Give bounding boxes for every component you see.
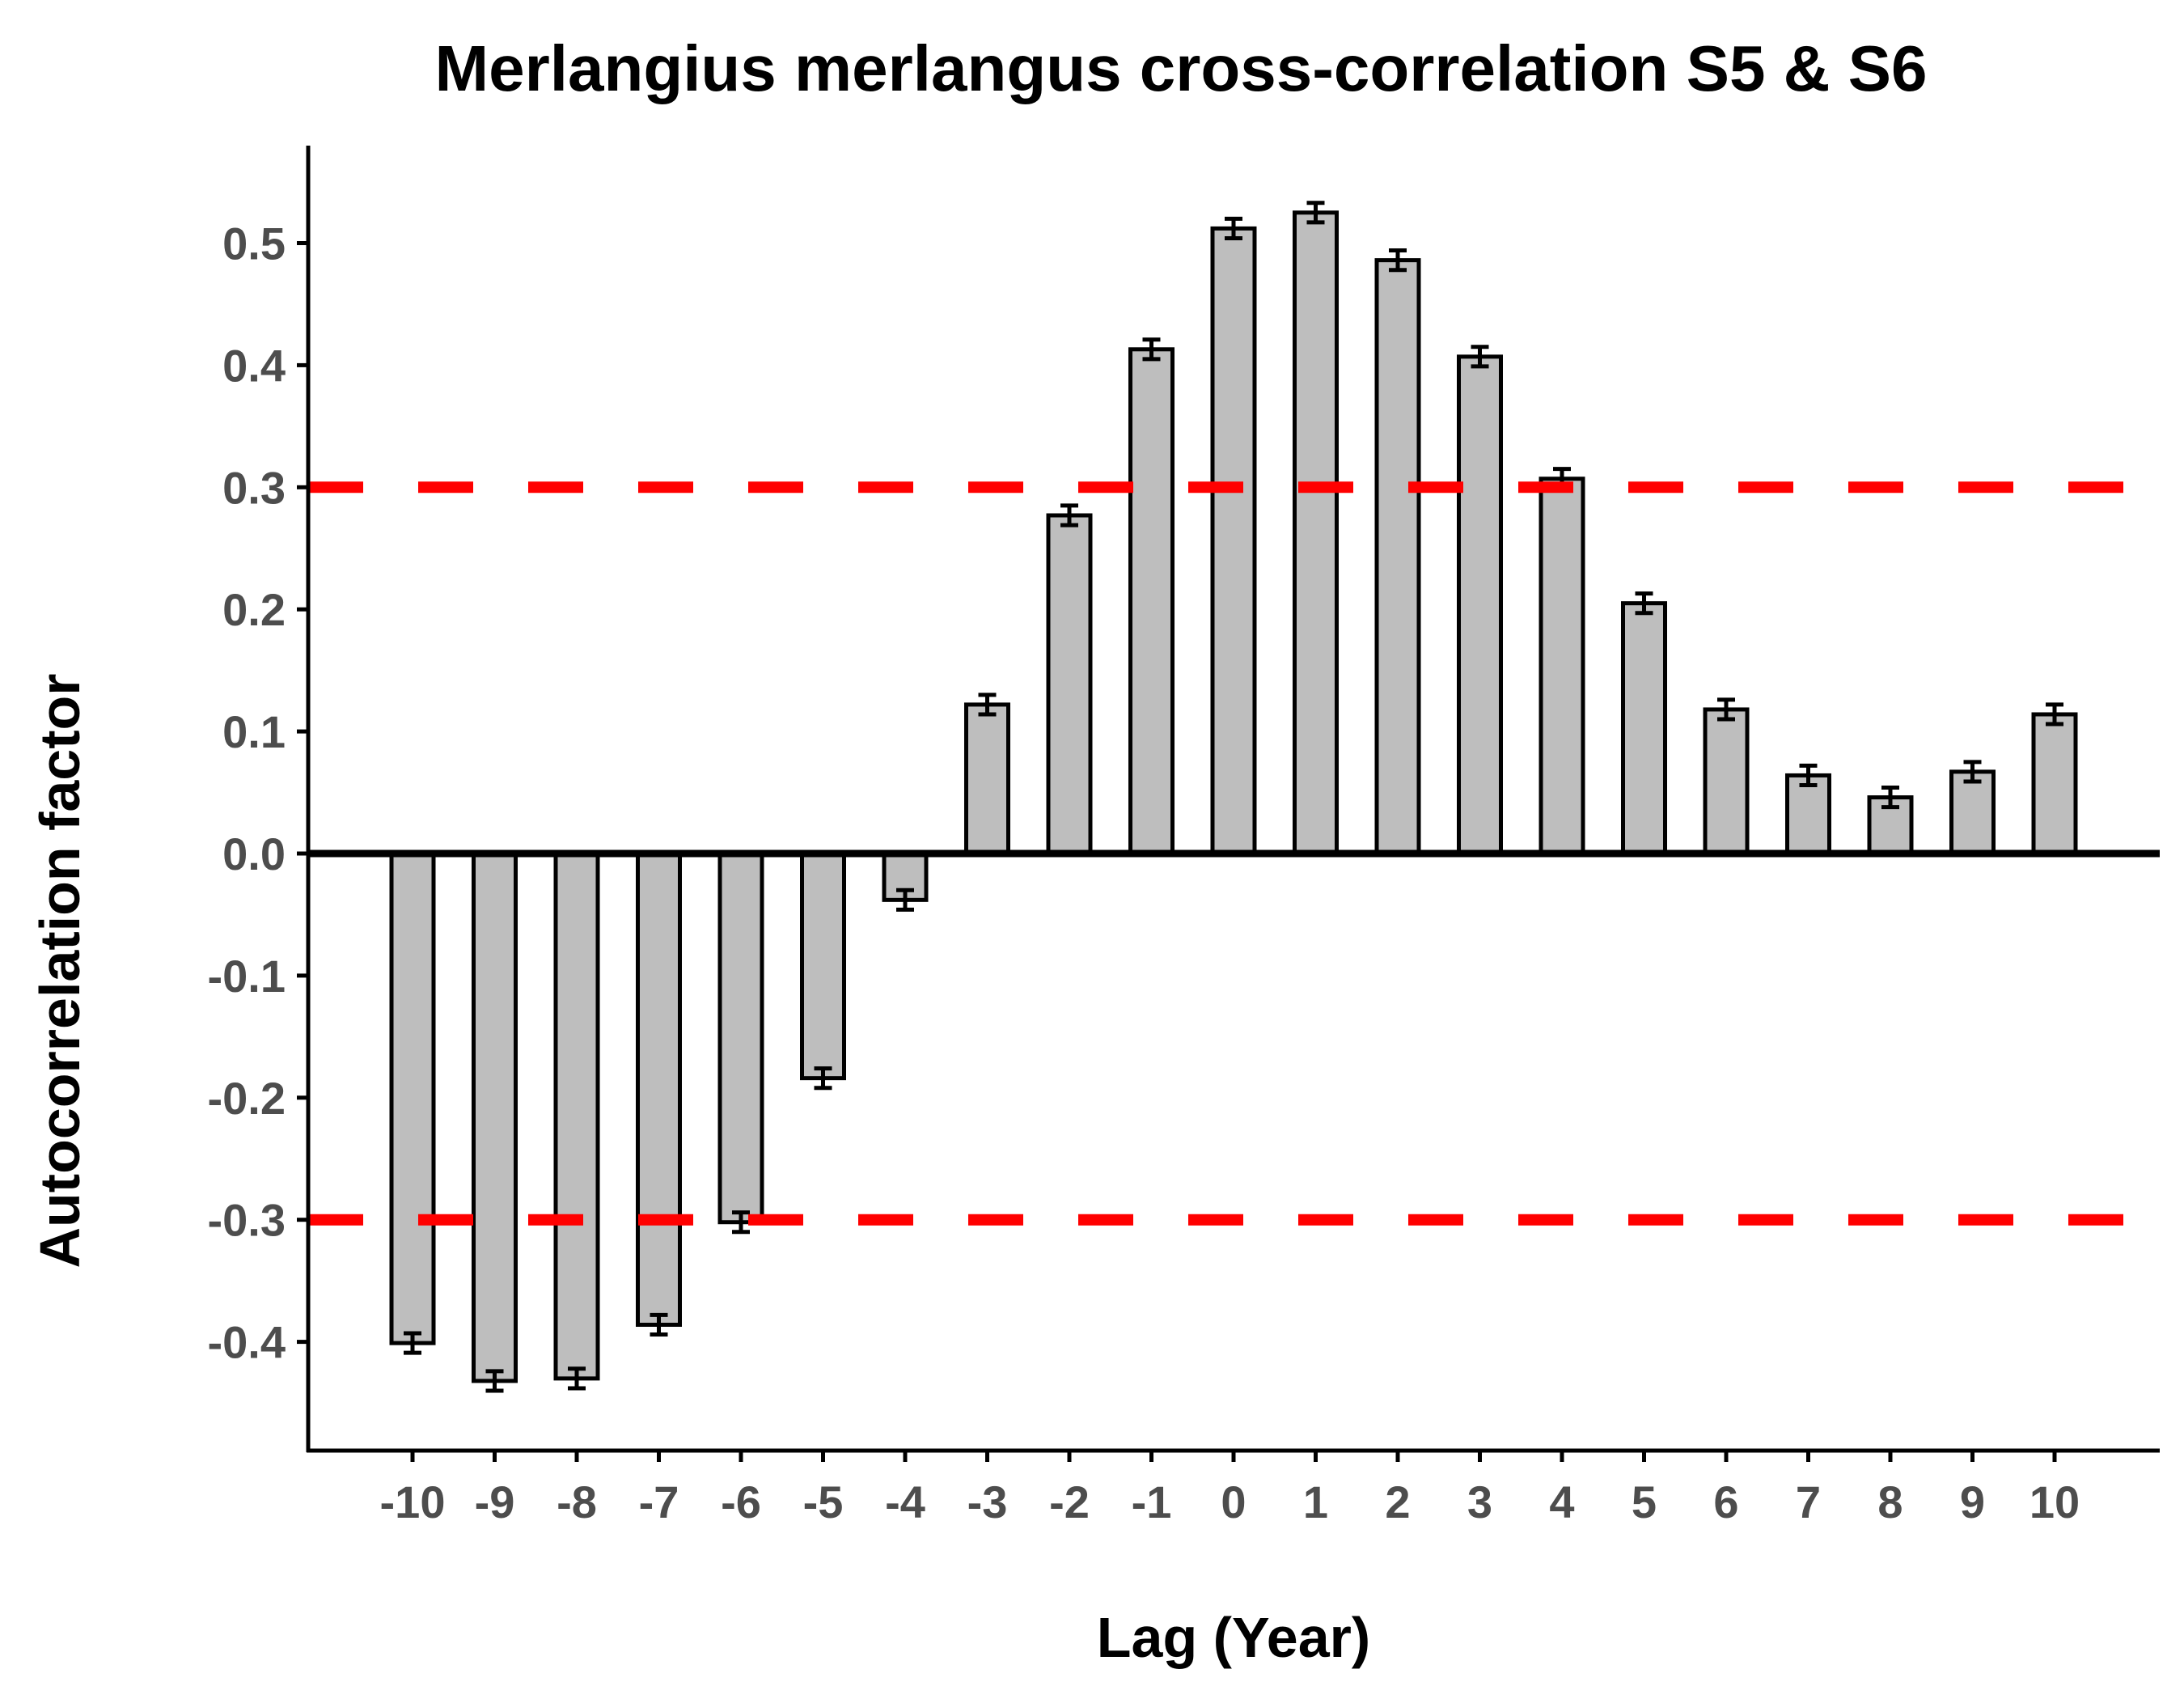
bar-lag--1 <box>1128 347 1175 856</box>
bar-lag--10 <box>389 851 436 1345</box>
x-tick-label: -7 <box>639 1476 679 1527</box>
bar-lag-0 <box>1210 226 1257 856</box>
error-bar-lag--8 <box>568 1366 586 1391</box>
error-bar-lag-1 <box>1306 201 1325 225</box>
x-tick-label: -2 <box>1049 1476 1090 1527</box>
x-tick-label: 5 <box>1632 1476 1657 1527</box>
error-bar-lag-10 <box>2046 702 2063 727</box>
x-tick-label: 10 <box>2030 1476 2080 1527</box>
y-tick-label: -0.1 <box>208 951 286 1002</box>
x-tick-label: 6 <box>1713 1476 1738 1527</box>
error-bar-lag--7 <box>650 1312 668 1337</box>
bar-lag--8 <box>553 851 600 1381</box>
x-axis-title: Lag (Year) <box>1097 1606 1370 1669</box>
x-tick-label: -8 <box>557 1476 597 1527</box>
y-tick-label: 0.1 <box>222 706 286 757</box>
bar-lag--9 <box>472 851 518 1383</box>
bar-lag-6 <box>1703 707 1750 856</box>
y-tick-label: 0.5 <box>222 218 286 269</box>
bar-lag-2 <box>1374 258 1421 856</box>
bar-lag-5 <box>1621 601 1667 856</box>
bar-lag-10 <box>2031 712 2078 856</box>
error-bar-lag--2 <box>1060 503 1078 527</box>
error-bar-lag--1 <box>1142 337 1161 362</box>
y-tick-label: -0.4 <box>208 1317 286 1368</box>
y-axis-title: Autocorrelation factor <box>28 673 91 1268</box>
error-bar-lag--5 <box>814 1066 832 1091</box>
x-tick-label: 0 <box>1221 1476 1246 1527</box>
bar-lag-1 <box>1293 210 1339 856</box>
x-tick-label: -10 <box>380 1476 446 1527</box>
error-bar-lag--6 <box>732 1210 750 1235</box>
y-tick-label: 0.4 <box>222 340 286 391</box>
error-bar-lag--3 <box>978 693 997 717</box>
x-tick-label: 7 <box>1796 1476 1821 1527</box>
error-bar-lag--4 <box>896 888 914 912</box>
bar-lag-3 <box>1457 354 1503 856</box>
bar-lag--5 <box>800 851 846 1081</box>
x-tick-label: -3 <box>967 1476 1008 1527</box>
x-tick-label: 3 <box>1467 1476 1492 1527</box>
x-tick-label: 4 <box>1549 1476 1574 1527</box>
bar-lag-4 <box>1539 477 1585 856</box>
y-tick-label: 0.2 <box>222 584 286 635</box>
x-tick-label: 2 <box>1385 1476 1410 1527</box>
plot-area: -0.4-0.3-0.2-0.10.00.10.20.30.40.5-10 -9-… <box>208 146 2160 1527</box>
bar-lag--3 <box>964 702 1010 856</box>
error-bar-lag-7 <box>1799 763 1818 787</box>
x-tick-label: 1 <box>1303 1476 1328 1527</box>
error-bar-lag-0 <box>1225 216 1242 240</box>
x-tick-label: -6 <box>721 1476 761 1527</box>
error-bar-lag-9 <box>1963 760 1982 784</box>
error-bar-lag-6 <box>1717 697 1735 722</box>
error-bar-lag--10 <box>404 1331 421 1355</box>
bar-lag--6 <box>717 851 764 1225</box>
y-tick-label: 0.0 <box>222 828 286 879</box>
y-tick-label: -0.3 <box>208 1195 286 1246</box>
x-tick-label: 8 <box>1877 1476 1903 1527</box>
x-tick-label: -5 <box>803 1476 844 1527</box>
chart-title: Merlangius merlangus cross-correlation S… <box>434 32 1927 104</box>
x-tick-label: -4 <box>885 1476 925 1527</box>
x-tick-label: -1 <box>1132 1476 1172 1527</box>
x-tick-label: -9 <box>475 1476 515 1527</box>
y-tick-label: 0.3 <box>222 462 286 513</box>
error-bar-lag--9 <box>485 1369 504 1393</box>
error-bar-lag-5 <box>1635 591 1653 616</box>
bar-lag--2 <box>1046 513 1093 856</box>
y-tick-label: -0.2 <box>208 1073 286 1124</box>
error-bar-lag-3 <box>1471 345 1489 369</box>
bar-lag--7 <box>636 851 682 1327</box>
bar-lag-9 <box>1949 769 1996 856</box>
error-bar-lag-2 <box>1389 248 1407 273</box>
error-bar-lag-8 <box>1881 786 1899 810</box>
x-tick-label: 9 <box>1960 1476 1985 1527</box>
